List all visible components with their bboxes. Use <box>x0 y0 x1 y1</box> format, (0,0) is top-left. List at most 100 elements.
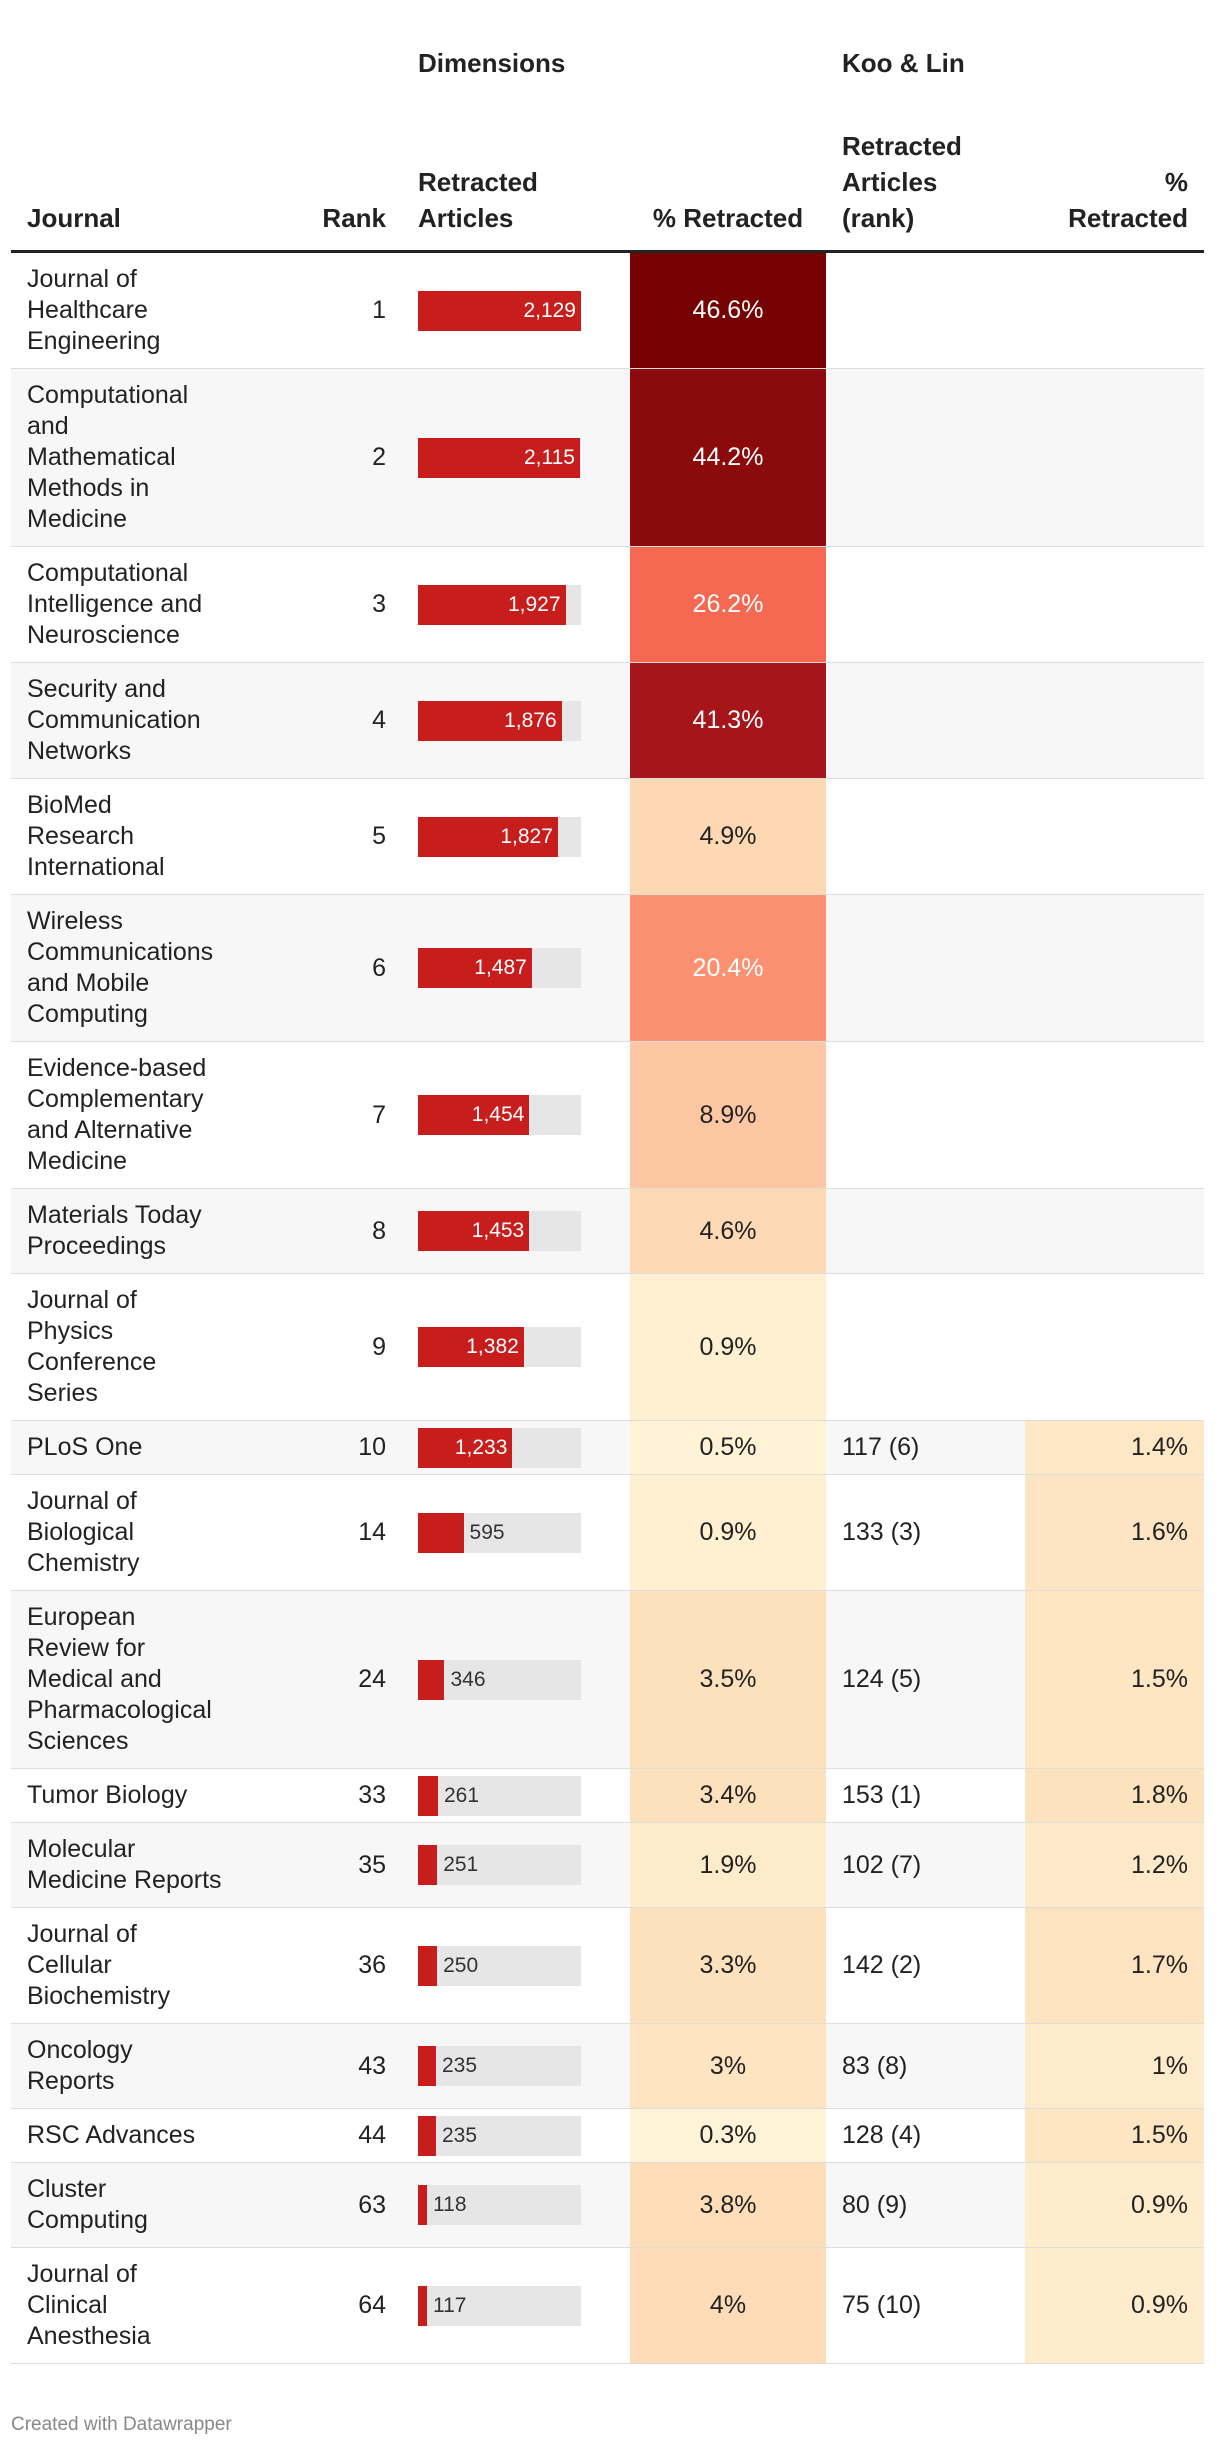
journal-cell: BioMed Research International <box>11 778 266 895</box>
rank: 3 <box>266 546 402 663</box>
column-header: Retracted Articles <box>402 106 630 253</box>
row: Tumor Biology 33 261 3.4% 153 (1) 1.8% <box>11 1768 1205 1823</box>
bar-track: 118 <box>418 2185 581 2225</box>
group-header-row: Dimensions Koo & Lin <box>11 20 1204 106</box>
empty-cell <box>826 1188 1025 1274</box>
empty-cell <box>1025 546 1205 663</box>
bar-label: 1,927 <box>507 592 561 616</box>
pct: 1.9% <box>630 1822 826 1908</box>
bar-track: 251 <box>418 1845 581 1885</box>
row: Journal of Cellular Biochemistry 36 250 3.3… <box>11 1907 1205 2024</box>
bar-label: 235 <box>441 2054 478 2077</box>
pct: 20.4% <box>630 894 826 1042</box>
bar-track: 261 <box>418 1775 581 1816</box>
bar <box>418 1775 438 1816</box>
bar-track: 117 <box>418 2285 581 2326</box>
bar-label: 1,233 <box>454 1435 508 1459</box>
pct: 44.2% <box>630 368 826 547</box>
journal-cell: Security and Communication Networks <box>11 662 266 779</box>
pct: 0.5% <box>630 1420 826 1475</box>
pct: 3% <box>630 2023 826 2109</box>
journal-cell: Journal of Biological Chemistry <box>11 1474 266 1591</box>
bar-track: 1,827 <box>418 816 581 857</box>
bar-label: 1,454 <box>471 1103 525 1126</box>
bar <box>418 1512 464 1553</box>
journal-cell: Computational Intelligence and Neuroscie… <box>11 546 266 663</box>
bar-label: 1,382 <box>466 1335 519 1358</box>
rank: 9 <box>266 1273 402 1421</box>
journal-cell: Oncology Reports <box>11 2023 266 2109</box>
rank: 10 <box>266 1420 402 1475</box>
bar <box>418 1659 445 1700</box>
koo-articles: 102 (7) <box>826 1822 1025 1908</box>
journal: Oncology Reports <box>27 2036 133 2095</box>
row: Journal of Biological Chemistry 14 595 0.9%… <box>11 1474 1205 1591</box>
row: Security and Communication Networks 4 1,87… <box>11 662 1205 779</box>
bar-label: 1,487 <box>474 956 527 979</box>
bar-cell: 595 <box>402 1474 630 1591</box>
empty-cell <box>826 894 1025 1042</box>
empty-cell <box>1025 1188 1205 1274</box>
row: Oncology Reports 43 235 3% 83 (8) 1% <box>11 2023 1205 2109</box>
journal: Wireless Communications and Mobile Compu… <box>27 907 214 1028</box>
empty-cell <box>1025 251 1205 369</box>
bar-track: 595 <box>418 1512 581 1553</box>
pct: 3.4% <box>630 1768 826 1823</box>
bar-track: 1,233 <box>418 1427 581 1468</box>
journal: Security and Communication Networks <box>27 675 201 765</box>
bar-track: 346 <box>418 1659 581 1700</box>
row: Molecular Medicine Reports 35 251 1.9% 102 (… <box>11 1822 1205 1908</box>
rank: 7 <box>266 1041 402 1189</box>
koo-articles: 80 (9) <box>826 2162 1025 2248</box>
journal: Cluster Computing <box>27 2175 148 2234</box>
koo-pct: 1.5% <box>1025 2108 1205 2163</box>
koo-articles: 142 (2) <box>826 1907 1025 2024</box>
bar-cell: 250 <box>402 1907 630 2024</box>
bar <box>418 1327 524 1367</box>
bar-label: 2,115 <box>523 445 575 469</box>
pct: 4.9% <box>630 778 826 895</box>
bar-cell: 1,453 <box>402 1188 630 1274</box>
bar <box>418 2285 427 2326</box>
rank: 5 <box>266 778 402 895</box>
bar-cell: 1,827 <box>402 778 630 895</box>
table-body: Journal of Healthcare Engineering 1 2,129 4… <box>11 251 1205 2364</box>
bar <box>418 2115 436 2156</box>
journal: PLoS One <box>27 1433 143 1461</box>
bar-track: 1,453 <box>418 1211 581 1251</box>
bar <box>418 584 566 625</box>
bar-cell: 346 <box>402 1590 630 1769</box>
bar <box>418 816 558 857</box>
row: Evidence-based Complementary and Alterna… <box>11 1041 1205 1189</box>
pct: 4.6% <box>630 1188 826 1274</box>
pct: 0.3% <box>630 2108 826 2163</box>
bar-cell: 1,454 <box>402 1041 630 1189</box>
bar-label: 1,827 <box>500 824 553 848</box>
bar-label: 1,876 <box>504 708 557 732</box>
bar <box>418 1845 438 1885</box>
journal-cell: Journal of Physics Conference Series <box>11 1273 266 1421</box>
koo-pct: 1.4% <box>1025 1420 1205 1475</box>
bar-label: 117 <box>432 2293 467 2317</box>
rank: 14 <box>266 1474 402 1591</box>
spacer <box>266 20 402 106</box>
row: Computational and Mathematical Methods i… <box>11 368 1205 547</box>
rank: 43 <box>266 2023 402 2109</box>
bar-label: 251 <box>443 1853 479 1876</box>
bar-track: 1,382 <box>418 1327 581 1367</box>
journal: European Review for Medical and Pharmaco… <box>27 1603 212 1755</box>
bar-label: 595 <box>469 1520 505 1544</box>
journal: Journal of Healthcare Engineering <box>27 265 161 355</box>
journal-cell: Evidence-based Complementary and Alterna… <box>11 1041 266 1189</box>
row: Journal of Clinical Anesthesia 64 117 4% 75 … <box>11 2247 1205 2364</box>
spacer <box>11 20 266 106</box>
journal-cell: RSC Advances <box>11 2108 266 2163</box>
bar-cell: 251 <box>402 1822 630 1908</box>
journal: BioMed Research International <box>27 791 165 881</box>
journal: Journal of Biological Chemistry <box>27 1487 140 1577</box>
koo-articles: 153 (1) <box>826 1768 1025 1823</box>
empty-cell <box>1025 778 1205 895</box>
empty-cell <box>826 251 1025 369</box>
footer: Created with Datawrapper <box>11 2414 232 2435</box>
row: Materials Today Proceedings 8 1,453 4.6% <box>11 1188 1205 1274</box>
